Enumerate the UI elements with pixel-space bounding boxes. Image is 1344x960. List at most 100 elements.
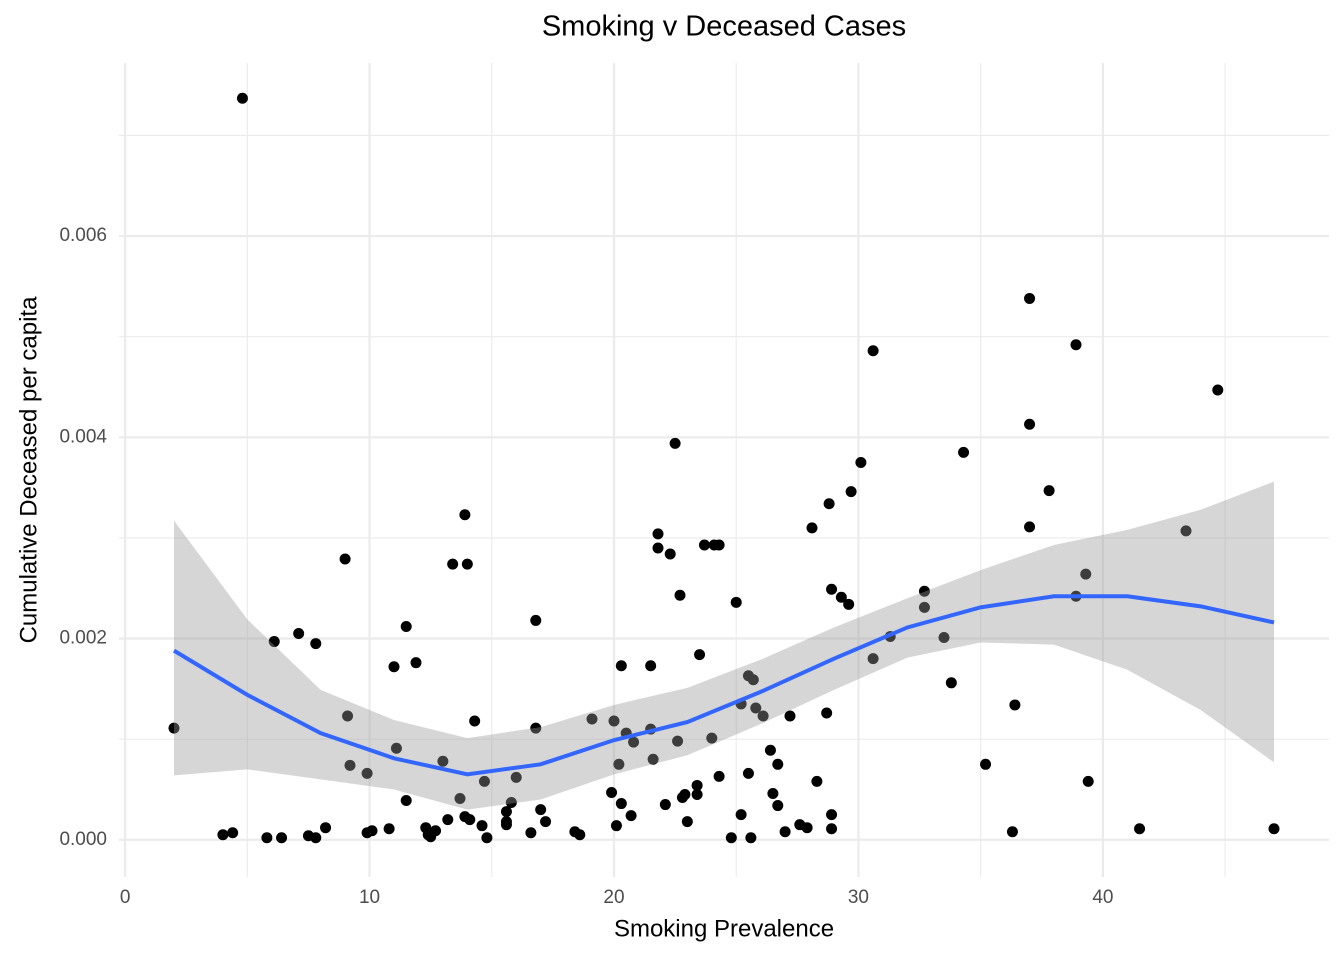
- point: [500, 816, 512, 828]
- point: [217, 829, 229, 841]
- point: [779, 826, 791, 838]
- point: [706, 732, 718, 744]
- point: [694, 649, 706, 661]
- point: [669, 437, 681, 449]
- point: [1082, 775, 1094, 787]
- confidence-band: [174, 481, 1274, 810]
- point: [980, 758, 992, 770]
- point: [918, 585, 930, 597]
- point: [681, 816, 693, 828]
- point: [454, 793, 466, 805]
- point: [647, 753, 659, 765]
- point: [652, 528, 664, 540]
- point: [745, 832, 757, 844]
- point: [261, 832, 273, 844]
- point: [535, 804, 547, 816]
- point: [469, 715, 481, 727]
- point: [691, 779, 703, 791]
- point: [628, 736, 640, 748]
- point: [674, 589, 686, 601]
- point: [1070, 339, 1082, 351]
- y-tick-label: 0.000: [59, 829, 107, 850]
- point: [481, 832, 493, 844]
- point: [447, 558, 459, 570]
- point: [310, 832, 322, 844]
- point: [772, 758, 784, 770]
- y-tick-label: 0.006: [59, 225, 107, 246]
- point: [938, 632, 950, 644]
- point: [540, 816, 552, 828]
- point: [867, 653, 879, 665]
- point: [383, 823, 395, 835]
- point: [442, 814, 454, 826]
- point: [500, 806, 512, 818]
- point: [530, 614, 542, 626]
- point: [659, 799, 671, 811]
- point: [664, 548, 676, 560]
- point: [742, 767, 754, 779]
- point: [1268, 823, 1280, 835]
- point: [735, 809, 747, 821]
- point: [430, 825, 442, 837]
- y-axis-label: Cumulative Deceased per capita: [15, 296, 42, 644]
- point: [505, 797, 517, 809]
- point: [767, 787, 779, 799]
- point: [613, 758, 625, 770]
- point: [586, 713, 598, 725]
- point: [320, 822, 332, 834]
- point: [1212, 384, 1224, 396]
- point: [750, 702, 762, 714]
- point: [476, 820, 488, 832]
- point: [823, 498, 835, 510]
- point: [845, 486, 857, 498]
- point: [826, 823, 838, 835]
- point: [276, 832, 288, 844]
- point: [713, 770, 725, 782]
- chart-title: Smoking v Deceased Cases: [542, 11, 906, 43]
- point: [826, 583, 838, 595]
- point: [574, 829, 586, 841]
- x-tick-label: 40: [1092, 887, 1113, 908]
- point: [390, 742, 402, 754]
- point: [610, 820, 622, 832]
- smooth-line: [172, 594, 1275, 777]
- point: [459, 509, 471, 521]
- point: [958, 446, 970, 458]
- point: [461, 558, 473, 570]
- point: [388, 661, 400, 673]
- point: [806, 522, 818, 534]
- point: [437, 755, 449, 767]
- y-tick-label: 0.004: [59, 426, 107, 447]
- point: [1006, 826, 1018, 838]
- point: [855, 456, 867, 468]
- point: [1009, 699, 1021, 711]
- point: [410, 657, 422, 669]
- point: [698, 539, 710, 551]
- point: [811, 775, 823, 787]
- point: [608, 715, 620, 727]
- x-axis-label: Smoking Prevalence: [614, 915, 834, 942]
- point: [236, 92, 248, 104]
- point: [361, 767, 373, 779]
- point: [784, 710, 796, 722]
- point: [679, 788, 691, 800]
- y-tick-label: 0.002: [59, 628, 107, 649]
- point: [339, 553, 351, 565]
- point: [344, 759, 356, 771]
- point: [1024, 521, 1036, 533]
- point: [652, 542, 664, 554]
- point: [478, 775, 490, 787]
- point: [801, 822, 813, 834]
- point: [1134, 823, 1146, 835]
- point: [645, 660, 657, 672]
- point: [400, 620, 412, 632]
- point: [1024, 292, 1036, 304]
- point: [625, 810, 637, 822]
- point: [310, 638, 322, 650]
- point: [757, 710, 769, 722]
- point: [945, 677, 957, 689]
- point: [525, 827, 537, 839]
- point: [821, 707, 833, 719]
- point: [867, 345, 879, 357]
